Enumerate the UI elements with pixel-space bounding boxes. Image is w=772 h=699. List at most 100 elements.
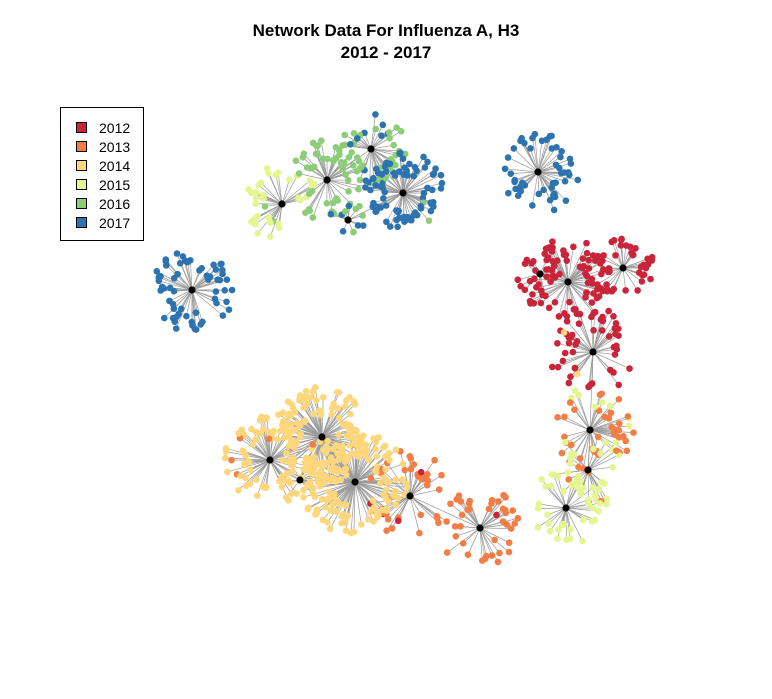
- edge: [354, 454, 366, 483]
- strain-node: [406, 160, 413, 168]
- edge: [326, 179, 359, 190]
- hub-node: [584, 466, 592, 474]
- strain-node: [561, 177, 569, 185]
- edge: [565, 507, 583, 542]
- strain-node: [296, 433, 304, 441]
- hub-node: [318, 433, 326, 441]
- strain-node: [326, 525, 334, 533]
- strain-node: [157, 287, 164, 294]
- strain-node: [350, 130, 358, 137]
- strain-node: [330, 157, 338, 164]
- strain-node: [505, 539, 513, 546]
- strain-node: [591, 516, 599, 524]
- strain-node: [514, 192, 522, 199]
- strain-node: [504, 154, 512, 161]
- strain-node: [618, 235, 625, 243]
- strain-node: [358, 437, 365, 445]
- strain-node: [505, 189, 512, 197]
- strain-node: [501, 506, 509, 514]
- strain-node: [558, 521, 566, 528]
- strain-node: [385, 449, 393, 457]
- strain-node: [237, 472, 244, 480]
- strain-node: [353, 168, 361, 175]
- edge: [622, 245, 627, 269]
- strain-node: [507, 525, 515, 532]
- chart-title: Network Data For Influenza A, H3: [252, 21, 520, 40]
- hub-node: [534, 168, 542, 176]
- strain-node: [370, 518, 377, 525]
- strain-node: [206, 273, 214, 281]
- strain-node: [546, 196, 554, 204]
- edge: [321, 435, 347, 438]
- strain-node: [428, 200, 435, 208]
- strain-node: [451, 523, 459, 530]
- strain-node: [568, 441, 575, 449]
- strain-node: [392, 446, 400, 454]
- strain-node: [313, 396, 320, 404]
- strain-node: [318, 137, 325, 144]
- edge: [532, 137, 539, 173]
- edge: [589, 429, 627, 452]
- edge: [561, 429, 591, 454]
- edge: [592, 335, 619, 353]
- strain-node: [605, 265, 613, 272]
- strain-node: [452, 533, 460, 540]
- edge: [166, 265, 193, 291]
- strain-node: [354, 222, 362, 229]
- edge: [592, 336, 610, 353]
- edge: [567, 246, 574, 283]
- strain-node: [575, 320, 583, 327]
- strain-node: [610, 285, 618, 293]
- strain-node: [589, 504, 597, 512]
- strain-node: [313, 150, 321, 158]
- strain-node: [353, 135, 361, 142]
- strain-node: [538, 476, 545, 483]
- edge: [160, 275, 193, 291]
- strain-node: [313, 142, 320, 150]
- strain-node: [544, 511, 551, 518]
- edge: [281, 179, 290, 205]
- strain-node: [557, 153, 564, 161]
- strain-node: [574, 473, 582, 480]
- strain-node: [277, 427, 284, 435]
- edge: [549, 507, 567, 532]
- strain-node: [545, 520, 552, 527]
- strain-node: [526, 297, 534, 305]
- edge: [564, 281, 569, 314]
- strain-node: [549, 179, 557, 187]
- legend-item-2014: 2014: [61, 156, 143, 175]
- edge: [567, 281, 594, 314]
- edge: [354, 481, 362, 525]
- strain-node: [626, 243, 634, 251]
- strain-node: [322, 503, 329, 511]
- strain-node: [548, 266, 555, 274]
- strain-node: [606, 402, 614, 410]
- edge: [548, 507, 567, 524]
- strain-node: [613, 342, 620, 350]
- edge: [565, 503, 589, 509]
- strain-node: [425, 217, 433, 224]
- strain-node: [385, 478, 392, 486]
- strain-node: [394, 517, 402, 525]
- strain-node: [333, 195, 340, 202]
- edge: [402, 167, 426, 194]
- strain-node: [579, 537, 586, 545]
- strain-node: [252, 189, 260, 196]
- strain-node: [340, 466, 348, 474]
- strain-node: [575, 391, 582, 399]
- strain-node: [571, 364, 579, 372]
- edge: [289, 413, 323, 438]
- edge: [537, 140, 543, 173]
- strain-node: [563, 257, 571, 264]
- strain-node: [464, 551, 472, 558]
- edge: [455, 527, 481, 537]
- strain-node: [247, 218, 255, 226]
- strain-node: [514, 276, 522, 284]
- strain-node: [379, 121, 387, 129]
- strain-node: [622, 287, 629, 294]
- strain-node: [590, 327, 597, 334]
- strain-node: [373, 509, 381, 517]
- strain-node: [529, 202, 536, 209]
- edge: [409, 495, 420, 534]
- edge: [309, 179, 328, 211]
